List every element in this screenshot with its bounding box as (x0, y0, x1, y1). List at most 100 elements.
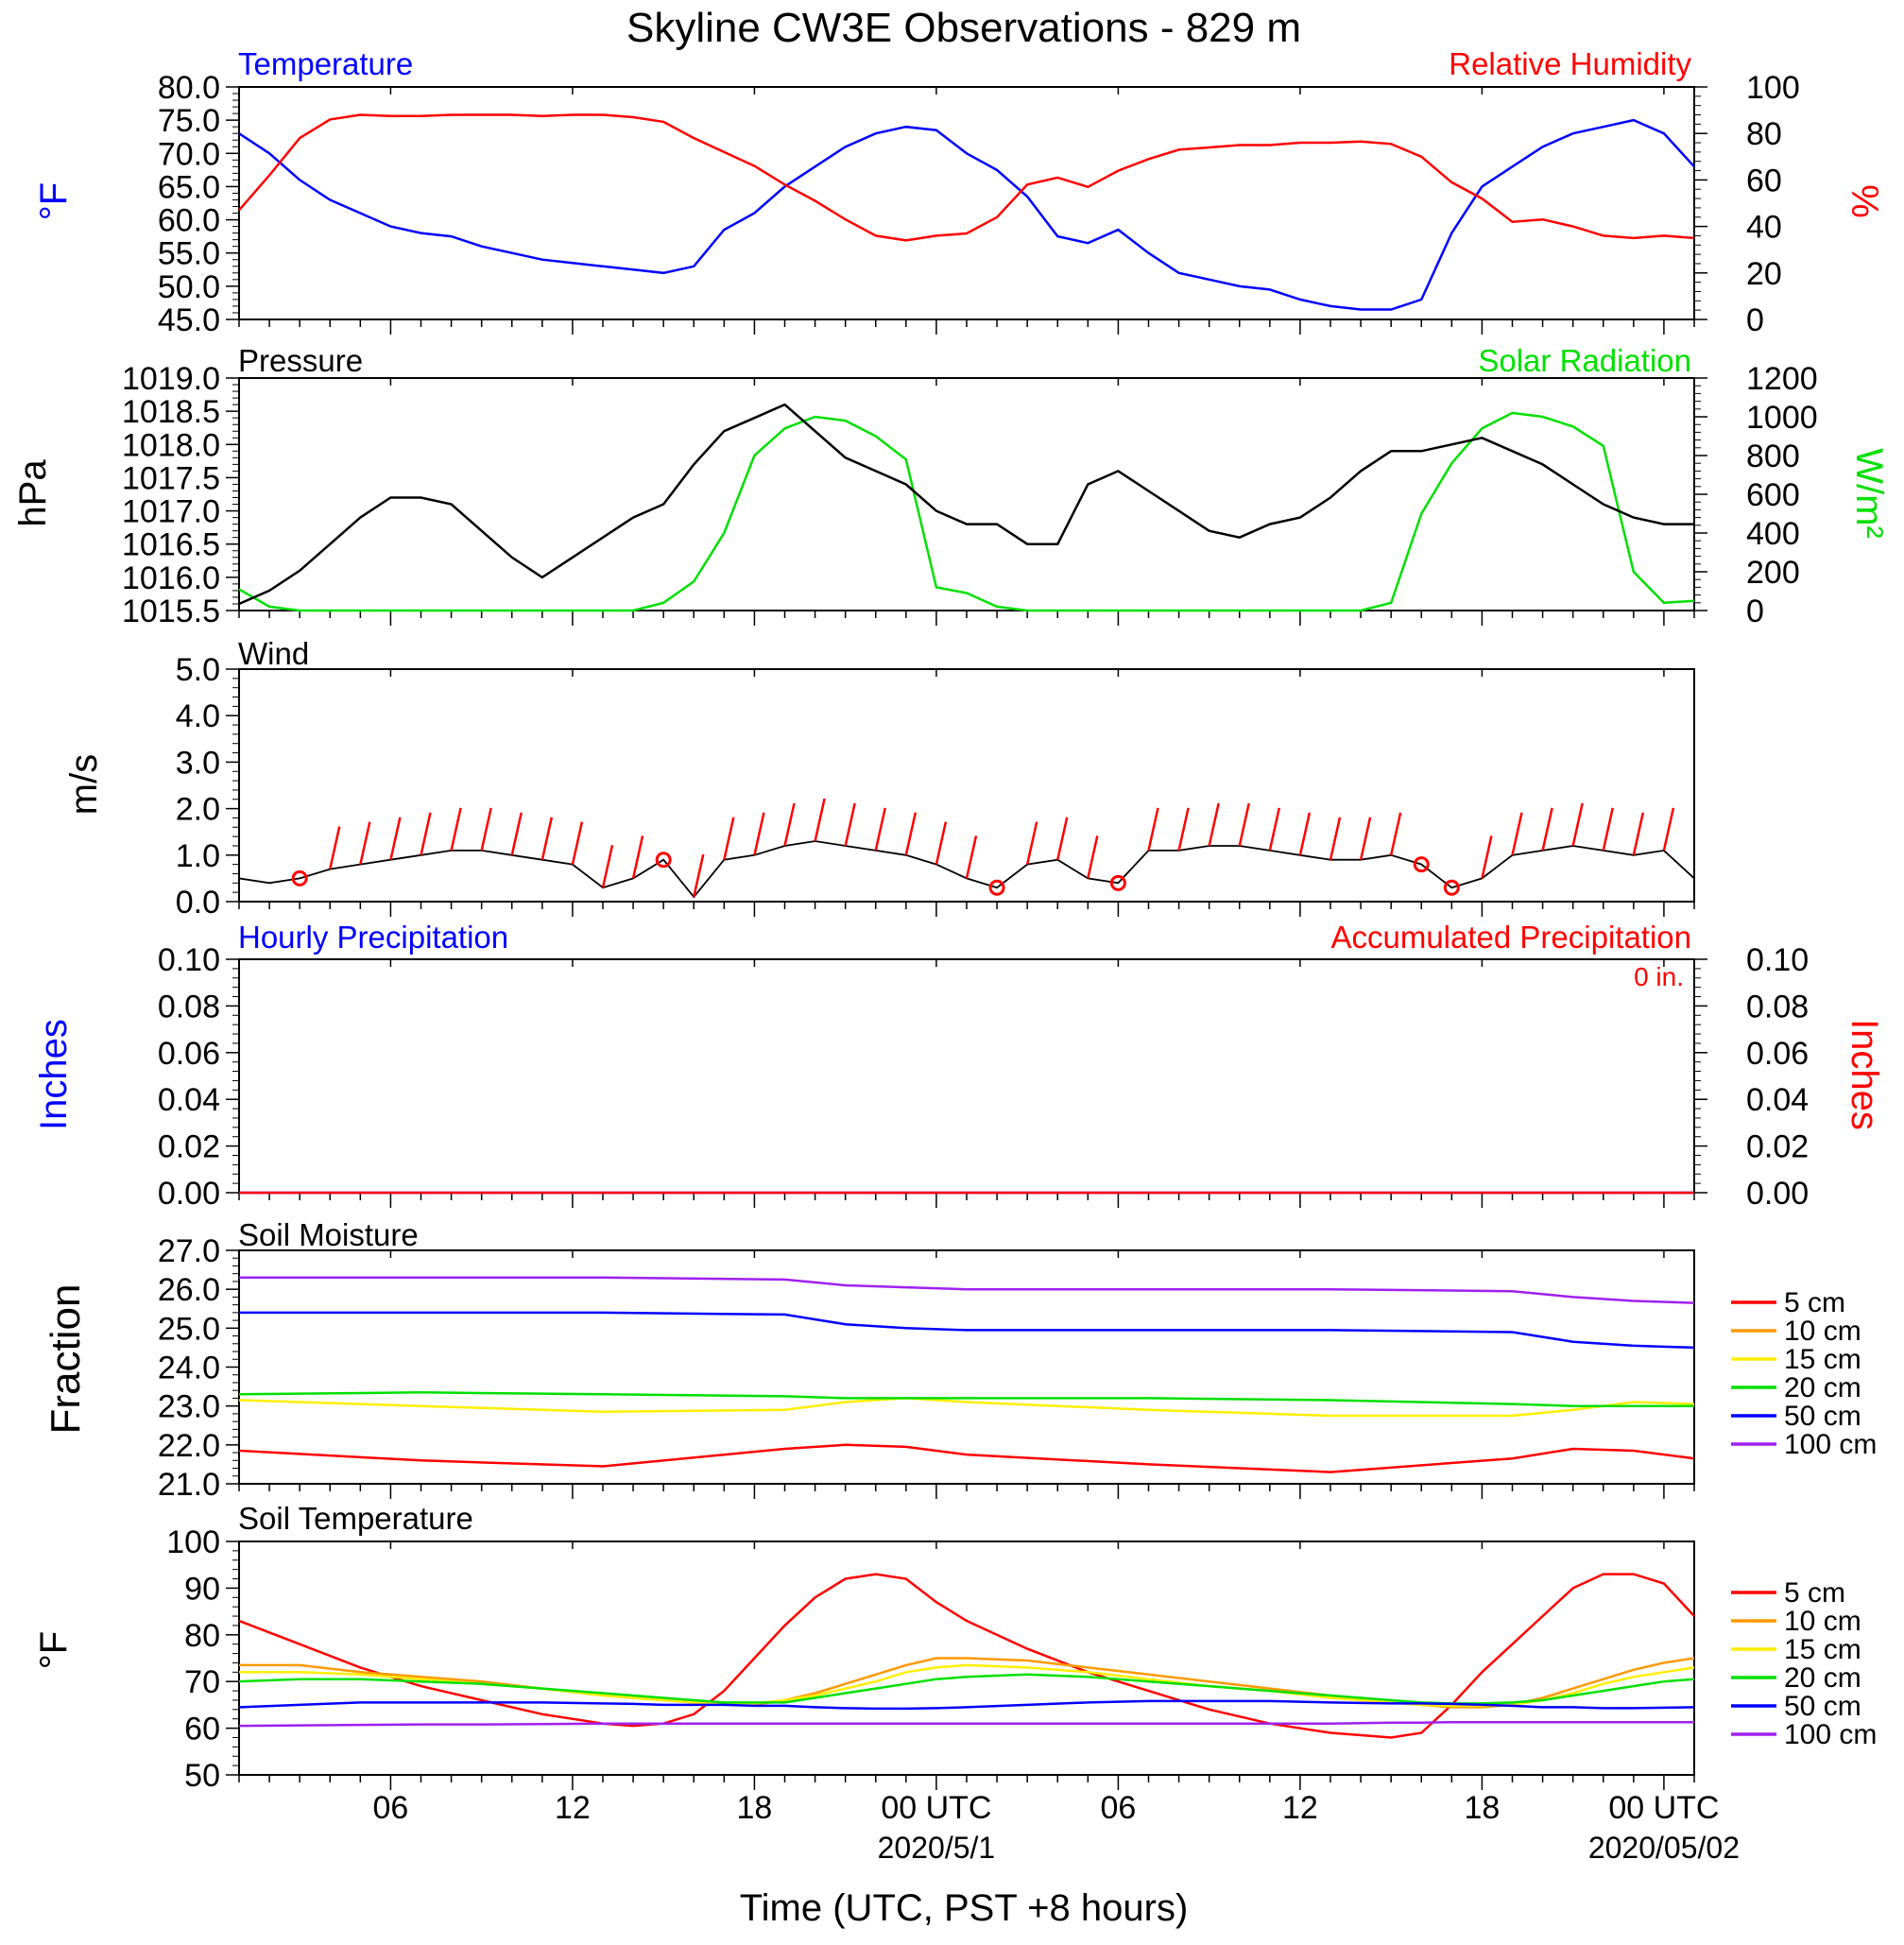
panel-wind: Wind m/s 5.0 4.0 3.0 2.0 1.0 0.0 (63, 636, 1695, 921)
soil-temp-line (238, 1573, 1695, 1739)
wind-barb (359, 821, 371, 865)
soil-temp-plot (238, 1541, 1695, 1790)
y-tick-label: 80.0 (158, 70, 220, 106)
y-tick-label: 1200 (1746, 361, 1818, 397)
humidity-title: Relative Humidity (1449, 46, 1691, 81)
pressure-tick-labels: 1019.01018.51018.01017.51017.01016.51016… (122, 361, 239, 629)
y-tick-label: 200 (1746, 555, 1800, 591)
wind-barb (1389, 812, 1402, 856)
accum-precip-tick-labels: 0.10 0.08 0.06 0.04 0.02 0.00 (1694, 942, 1809, 1212)
y-tick-label: 0.10 (1746, 942, 1809, 978)
y-tick-label: 100 (166, 1524, 220, 1560)
soil-temp-tick-labels: 100 90 80 70 60 50 (166, 1524, 239, 1794)
y-tick-label: 0.0 (176, 885, 220, 921)
y-tick-label: 45.0 (158, 302, 220, 338)
y-tick-label: 4.0 (176, 698, 220, 734)
solar-title: Solar Radiation (1478, 343, 1691, 378)
wind-barb (1087, 835, 1099, 879)
legend-label: 5 cm (1784, 1577, 1845, 1609)
soil-temp-unit: °F (33, 1631, 75, 1669)
y-tick-label: 0.10 (158, 942, 220, 978)
y-tick-label: 75.0 (158, 103, 220, 139)
y-tick-label: 1016.0 (122, 560, 220, 596)
wind-barb (420, 812, 432, 856)
y-tick-label: 0 (1746, 302, 1764, 338)
accum-precip-unit: Inches (1844, 1019, 1885, 1130)
wind-barb (1238, 802, 1250, 847)
soil-moisture-line (238, 1443, 1695, 1473)
soil-moisture-tick-labels: 27.026.025.0 24.023.022.021.0 (158, 1233, 239, 1503)
y-tick-label: 0.06 (158, 1036, 220, 1072)
wind-barb (631, 835, 644, 879)
y-tick-label: 1000 (1746, 400, 1818, 436)
panel-pressure-solar: Pressure Solar Radiation hPa W/m² 1019.0… (12, 343, 1890, 629)
x-tick-label: 00 UTC (881, 1790, 991, 1826)
y-tick-label: 0.02 (1746, 1129, 1809, 1165)
y-tick-label: 0 (1746, 594, 1764, 629)
y-tick-label: 27.0 (158, 1233, 220, 1269)
wind-barb (904, 812, 918, 856)
wind-barb (1025, 821, 1038, 865)
hourly-precip-title: Hourly Precipitation (238, 920, 508, 955)
wind-barb (389, 817, 402, 860)
x-tick-label: 18 (1465, 1790, 1501, 1826)
wind-barb (1571, 802, 1584, 847)
plot-frame (238, 377, 1695, 611)
y-tick-label: 1015.5 (122, 594, 220, 629)
humidity-tick-labels: 100 80 60 40 20 0 (1694, 70, 1800, 338)
figure-title: Skyline CW3E Observations - 829 m (626, 5, 1301, 51)
wind-barb (601, 844, 614, 888)
y-tick-label: 25.0 (158, 1311, 220, 1347)
wind-barb (1177, 807, 1190, 852)
legend-label: 10 cm (1784, 1606, 1861, 1637)
y-tick-label: 80 (184, 1618, 220, 1654)
precipitation-plot (238, 958, 1695, 1208)
y-tick-label: 400 (1746, 516, 1800, 552)
soil-moisture-unit: Fraction (43, 1284, 89, 1435)
calm-wind-marker (1443, 879, 1460, 896)
legend-label: 100 cm (1784, 1429, 1877, 1460)
wind-unit: m/s (63, 754, 105, 815)
y-tick-label: 1019.0 (122, 361, 220, 397)
x-axis-title: Time (UTC, PST +8 hours) (740, 1887, 1189, 1929)
legend-label: 100 cm (1784, 1719, 1877, 1750)
y-tick-label: 65.0 (158, 169, 220, 205)
y-tick-label: 0.08 (1746, 989, 1809, 1024)
plot-frame (238, 86, 1695, 320)
y-tick-label: 1016.5 (122, 527, 220, 563)
x-tick-label: 12 (555, 1790, 591, 1826)
wind-barb (1056, 817, 1069, 860)
soil-temp-line (239, 1663, 1695, 1708)
wind-barb (935, 821, 948, 865)
wind-barb (540, 817, 554, 860)
wind-barb (1541, 807, 1553, 852)
y-tick-label: 24.0 (158, 1351, 220, 1386)
y-tick-label: 0.04 (158, 1082, 220, 1118)
y-tick-label: 1018.0 (122, 427, 220, 463)
wind-barb (814, 798, 826, 842)
wind-barb (1602, 807, 1614, 852)
hourly-precip-tick-labels: 0.10 0.08 0.06 0.04 0.02 0.00 (158, 942, 239, 1212)
solar-unit: W/m² (1848, 448, 1890, 539)
calm-wind-marker (291, 869, 308, 886)
wind-title: Wind (238, 636, 309, 671)
y-tick-label: 50.0 (158, 269, 220, 305)
temperature-tick-labels: 80.075.070.065.060.055.050.045.0 (158, 70, 239, 338)
legend-label: 50 cm (1784, 1401, 1861, 1432)
humidity-unit: % (1844, 184, 1885, 218)
x-tick-label: 06 (373, 1790, 409, 1826)
temperature-humidity-plot (238, 86, 1695, 335)
x-date-label: 2020/5/1 (878, 1831, 996, 1865)
legend-label: 10 cm (1784, 1316, 1861, 1347)
wind-barb (1511, 812, 1523, 856)
y-tick-label: 70 (184, 1664, 220, 1700)
soil-moisture-line (239, 1311, 1695, 1350)
x-tick-label: 00 UTC (1608, 1790, 1719, 1826)
panel-temperature-humidity: Temperature Relative Humidity °F % 80.07… (33, 46, 1885, 338)
wind-barb (1147, 807, 1159, 852)
wind-barb (874, 807, 886, 852)
wind-barb (723, 817, 735, 860)
y-tick-label: 100 (1746, 70, 1800, 106)
y-tick-label: 26.0 (158, 1272, 220, 1308)
